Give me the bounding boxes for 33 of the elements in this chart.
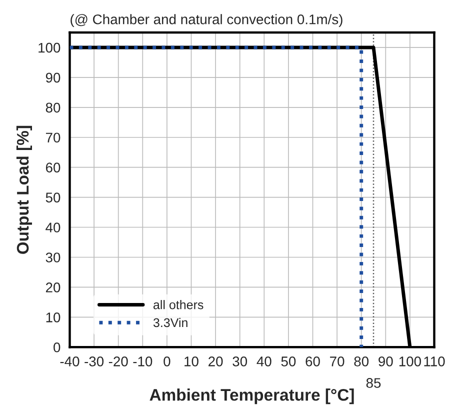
- y-tick-label: 60: [46, 162, 60, 172]
- x-tick-label: 60: [306, 356, 320, 366]
- x-tick-label: -40: [60, 356, 80, 366]
- x-tick-label: -20: [108, 356, 128, 366]
- x-tick-label: 50: [281, 356, 296, 366]
- x-tick-label: -30: [84, 356, 104, 366]
- y-tick-label: 50: [46, 192, 60, 202]
- x-tick-label: 0: [164, 356, 170, 366]
- y-tick-label: 100: [38, 42, 60, 53]
- y-tick-label: 90: [46, 72, 60, 83]
- y-axis-title: Output Load [%]: [16, 126, 32, 254]
- legend-label: 3.3Vin: [153, 318, 188, 328]
- y-tick-label: 30: [46, 252, 60, 262]
- x-tick-label: 40: [256, 356, 272, 366]
- ref-line-label: 85: [366, 378, 381, 388]
- x-tick-label: 90: [378, 356, 393, 366]
- chart-title: (@ Chamber and natural convection 0.1m/s): [70, 14, 342, 28]
- x-tick-label: -10: [133, 356, 152, 366]
- x-tick-label: 30: [232, 356, 248, 366]
- x-tick-label: 110: [424, 356, 445, 366]
- y-tick-label: 10: [46, 312, 60, 322]
- y-tick-label: 70: [46, 132, 60, 143]
- x-tick-label: 70: [330, 356, 344, 366]
- x-tick-label: 80: [354, 356, 369, 366]
- x-tick-label: 20: [208, 356, 223, 366]
- y-tick-label: 20: [46, 282, 60, 292]
- x-axis-title: Ambient Temperature [°C]: [150, 388, 354, 404]
- x-tick-label: 100: [399, 356, 421, 366]
- x-tick-label: 10: [184, 356, 198, 366]
- y-tick-label: 40: [46, 222, 60, 232]
- y-tick-label: 0: [54, 342, 60, 352]
- y-tick-label: 80: [46, 102, 60, 113]
- legend-label: all others: [154, 300, 204, 310]
